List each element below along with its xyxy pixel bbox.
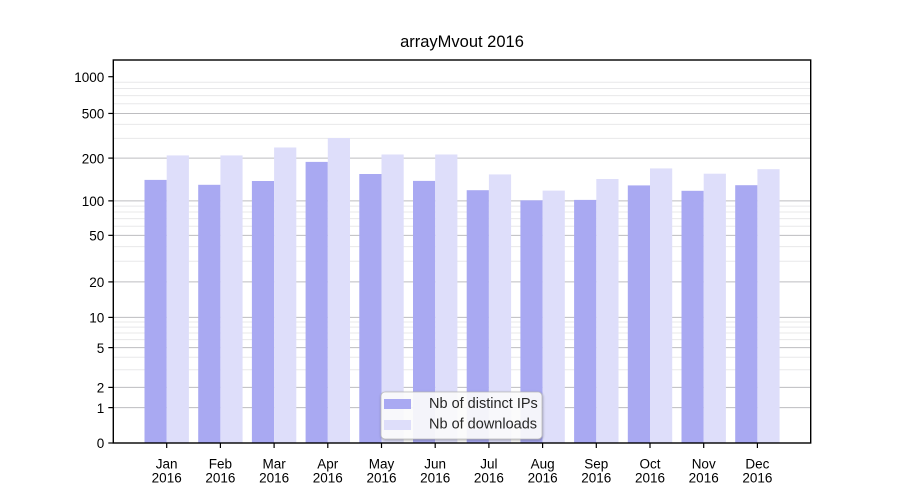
svg-text:Apr: Apr <box>317 456 339 471</box>
svg-text:1: 1 <box>97 401 105 416</box>
svg-text:2016: 2016 <box>581 471 611 486</box>
svg-text:Mar: Mar <box>262 456 286 471</box>
svg-text:Jan: Jan <box>156 456 178 471</box>
svg-text:Aug: Aug <box>531 456 555 471</box>
svg-text:2016: 2016 <box>205 471 235 486</box>
svg-text:2016: 2016 <box>366 471 396 486</box>
svg-text:2016: 2016 <box>742 471 772 486</box>
svg-text:2016: 2016 <box>474 471 504 486</box>
svg-text:Jun: Jun <box>424 456 446 471</box>
svg-text:Feb: Feb <box>209 456 232 471</box>
svg-text:May: May <box>369 456 395 471</box>
svg-text:100: 100 <box>82 194 105 209</box>
svg-text:2: 2 <box>97 381 105 396</box>
svg-text:1000: 1000 <box>74 70 104 85</box>
svg-text:2016: 2016 <box>689 471 719 486</box>
svg-text:Jul: Jul <box>480 456 497 471</box>
svg-text:2016: 2016 <box>259 471 289 486</box>
svg-text:Nov: Nov <box>692 456 716 471</box>
svg-text:200: 200 <box>82 151 105 166</box>
svg-text:Sep: Sep <box>584 456 608 471</box>
svg-text:5: 5 <box>97 341 105 356</box>
svg-text:2016: 2016 <box>420 471 450 486</box>
svg-text:Nb of distinct IPs: Nb of distinct IPs <box>429 396 538 412</box>
svg-text:20: 20 <box>89 275 104 290</box>
svg-text:2016: 2016 <box>313 471 343 486</box>
svg-text:0: 0 <box>97 436 105 451</box>
svg-text:Nb of downloads: Nb of downloads <box>429 416 537 432</box>
svg-text:Oct: Oct <box>639 456 660 471</box>
svg-text:2016: 2016 <box>528 471 558 486</box>
svg-text:10: 10 <box>89 311 104 326</box>
svg-text:arrayMvout 2016: arrayMvout 2016 <box>400 33 524 51</box>
svg-text:2016: 2016 <box>635 471 665 486</box>
svg-text:2016: 2016 <box>152 471 182 486</box>
svg-text:Dec: Dec <box>745 456 769 471</box>
svg-text:50: 50 <box>89 229 104 244</box>
svg-text:500: 500 <box>82 107 105 122</box>
